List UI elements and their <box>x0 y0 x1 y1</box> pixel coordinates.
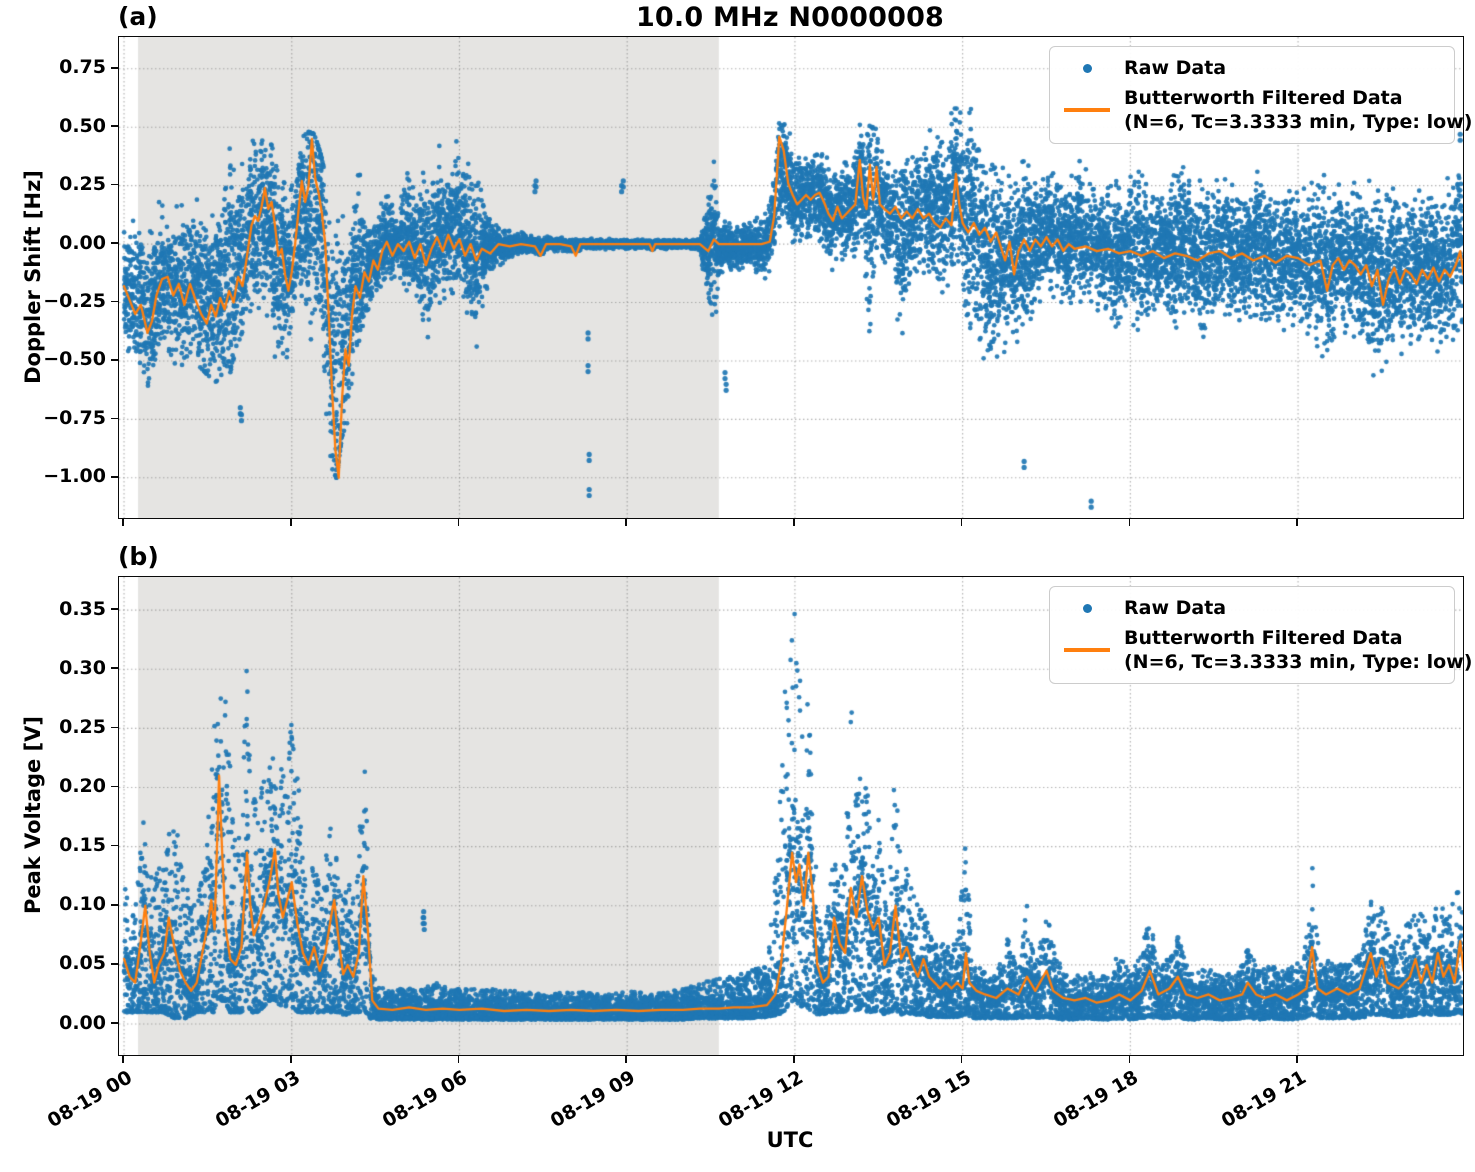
panel-b-ytick <box>111 726 118 729</box>
panel-a-ytick <box>111 300 118 303</box>
legend-row-filtered: Butterworth Filtered Data (N=6, Tc=3.333… <box>1050 83 1472 137</box>
panel-a-ytick <box>111 125 118 127</box>
filtered-line-marker-icon <box>1050 86 1124 134</box>
legend-filtered-label: Butterworth Filtered Data (N=6, Tc=3.333… <box>1124 627 1473 673</box>
panel-a-xtick <box>793 519 795 526</box>
panel-a-ytick <box>111 183 118 186</box>
panel-b-ytick <box>111 608 118 610</box>
legend-row-raw: Raw Data <box>1050 593 1454 623</box>
panel-b-ytick-label: 0.35 <box>59 597 106 620</box>
panel-b-ytick <box>111 667 118 670</box>
panel-a-ytick <box>111 66 118 69</box>
panel-b-xtick <box>122 1056 124 1063</box>
panel-b-ytick-label: 0.15 <box>59 834 106 857</box>
panel-b-ylabel: Peak Voltage [V] <box>21 715 45 915</box>
panel-a-ytick-label: 0.25 <box>59 173 106 196</box>
legend-row-filtered: Butterworth Filtered Data (N=6, Tc=3.333… <box>1050 623 1472 677</box>
panel-a-ytick-label: −1.00 <box>43 465 106 488</box>
panel-b-legend: Raw Data Butterworth Filtered Data (N=6,… <box>1049 586 1472 684</box>
panel-b-xtick <box>625 1056 627 1063</box>
panel-b-xtick <box>960 1056 963 1063</box>
panel-a-ytick-label: 0.00 <box>59 231 106 254</box>
panel-b-xtick <box>289 1056 292 1063</box>
panel-b-xtick <box>1128 1056 1131 1063</box>
panel-b-ytick-label: 0.05 <box>59 952 106 975</box>
raw-data-marker-icon <box>1050 596 1124 620</box>
raw-data-marker-icon <box>1050 56 1124 80</box>
panel-b-ytick <box>111 963 118 965</box>
panel-b-label: (b) <box>118 542 159 571</box>
legend-filtered-label: Butterworth Filtered Data (N=6, Tc=3.333… <box>1124 87 1473 133</box>
panel-a-ytick-label: −0.75 <box>43 406 106 429</box>
figure-title: 10.0 MHz N0000008 <box>635 2 945 33</box>
panel-a-legend: Raw Data Butterworth Filtered Data (N=6,… <box>1049 46 1472 144</box>
panel-b-ytick <box>111 844 118 847</box>
panel-b-ytick-label: 0.10 <box>59 893 106 916</box>
filtered-line-marker-icon <box>1050 626 1124 674</box>
panel-b-xtick <box>793 1056 795 1063</box>
panel-a-ytick <box>111 475 118 478</box>
panel-a-xtick <box>1296 519 1298 526</box>
panel-b-ytick-label: 0.20 <box>59 774 106 797</box>
panel-a-ytick <box>111 359 118 361</box>
panel-a-ytick-label: 0.50 <box>59 114 106 137</box>
panel-b-ytick <box>111 903 118 906</box>
panel-b-ytick <box>111 785 118 788</box>
panel-a-ytick <box>111 242 118 244</box>
legend-raw-label: Raw Data <box>1124 597 1227 619</box>
panel-a-label: (a) <box>118 2 158 31</box>
x-axis-label: UTC <box>766 1128 814 1152</box>
panel-a-ytick-label: −0.50 <box>43 348 106 371</box>
panel-a-xtick <box>289 519 292 526</box>
legend-raw-label: Raw Data <box>1124 57 1227 79</box>
panel-a-xtick <box>960 519 963 526</box>
legend-row-raw: Raw Data <box>1050 53 1454 83</box>
panel-b-ytick <box>111 1022 118 1024</box>
panel-a-xtick <box>457 519 460 526</box>
panel-a-xtick <box>122 519 124 526</box>
panel-a-xtick <box>625 519 627 526</box>
panel-b-ytick-label: 0.00 <box>59 1011 106 1034</box>
panel-b-xtick <box>1296 1056 1298 1063</box>
panel-b-ytick-label: 0.25 <box>59 715 106 738</box>
panel-b-ytick-label: 0.30 <box>59 656 106 679</box>
panel-a-ytick-label: 0.75 <box>59 56 106 79</box>
panel-b-xtick <box>457 1056 460 1063</box>
panel-a-xtick <box>1128 519 1131 526</box>
panel-a-ytick <box>111 417 118 420</box>
panel-a-ytick-label: −0.25 <box>43 290 106 312</box>
